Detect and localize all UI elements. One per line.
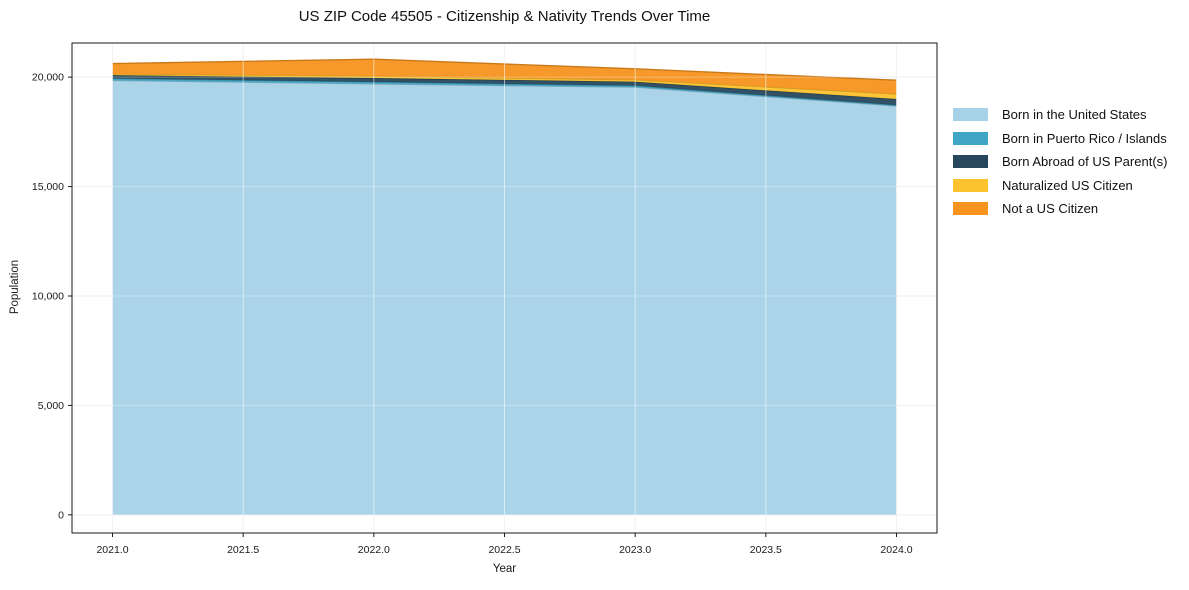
legend-swatch-born-abroad-of-us-parent-s [953, 155, 988, 168]
legend-item-born-in-puerto-rico-islands: Born in Puerto Rico / Islands [953, 130, 1167, 146]
chart-title: US ZIP Code 45505 - Citizenship & Nativi… [298, 8, 711, 25]
y-axis-label: Population [9, 259, 21, 315]
legend-swatch-naturalized-us-citizen [953, 178, 988, 192]
x-tick-label: 2021.0 [96, 544, 128, 556]
y-tick-label: 20,000 [32, 72, 64, 84]
x-tick-label: 2022.0 [358, 544, 390, 556]
legend-label: Naturalized US Citizen [1002, 177, 1133, 193]
x-tick-label: 2023.0 [619, 544, 651, 556]
y-tick-label: 15,000 [32, 181, 64, 193]
legend-label: Not a US Citizen [1002, 201, 1099, 216]
legend-item-born-in-the-united-states: Born in the United States [953, 108, 1167, 121]
x-tick-label: 2021.5 [227, 544, 259, 556]
legend-item-not-a-us-citizen: Not a US Citizen [953, 202, 1167, 215]
y-tick-label: 0 [58, 509, 64, 521]
y-tick-label: 5,000 [38, 400, 64, 412]
legend-swatch-born-in-the-united-states [953, 108, 988, 121]
x-tick-label: 2022.5 [488, 544, 520, 556]
legend-item-naturalized-us-citizen: Naturalized US Citizen [953, 177, 1167, 193]
legend-label: Born Abroad of US Parent(s) [1002, 154, 1168, 169]
legend-item-born-abroad-of-us-parent-s: Born Abroad of US Parent(s) [953, 155, 1167, 168]
legend-label: Born in Puerto Rico / Islands [1002, 130, 1167, 146]
legend: Born in the United States Born in Puerto … [953, 108, 1167, 215]
legend-swatch-not-a-us-citizen [953, 202, 988, 215]
x-tick-label: 2024.0 [880, 544, 912, 556]
y-tick-label: 10,000 [32, 290, 64, 302]
x-axis-label: Year [492, 563, 517, 575]
legend-label: Born in the United States [1002, 107, 1147, 122]
legend-swatch-born-in-puerto-rico-islands [953, 131, 988, 145]
x-tick-label: 2023.5 [750, 544, 782, 556]
